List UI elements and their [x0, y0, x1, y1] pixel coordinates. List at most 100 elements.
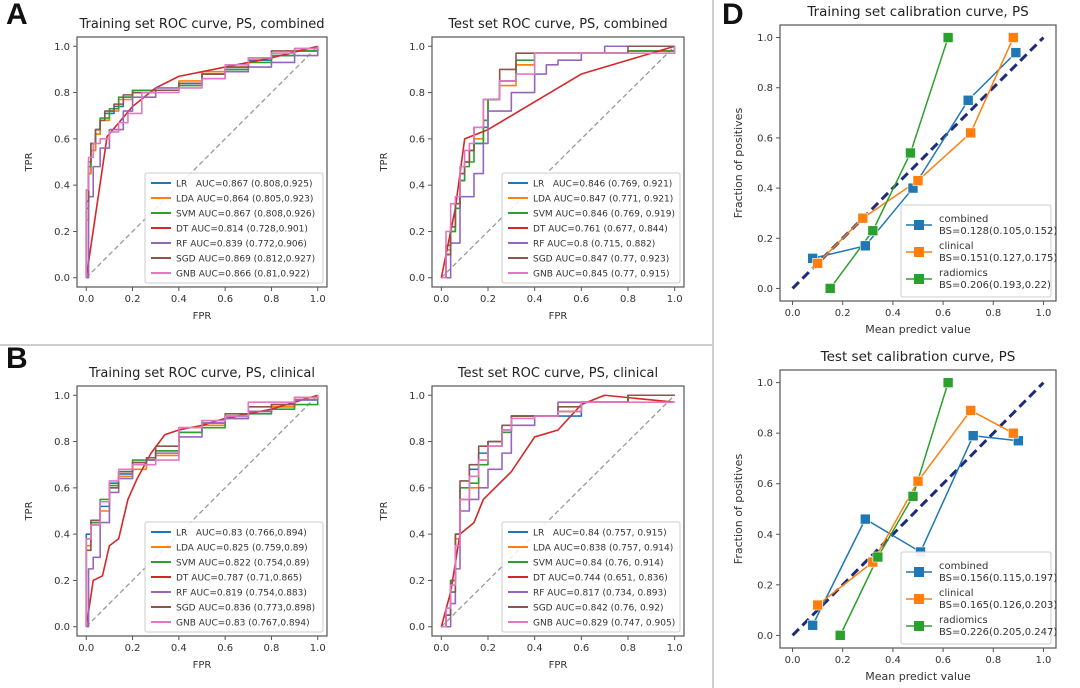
- x-tick-label: 0.0: [433, 643, 449, 654]
- y-tick-label: 0.0: [54, 622, 70, 633]
- calibration-marker-radiomics: [905, 147, 916, 159]
- chart-title: Training set ROC curve, PS, clinical: [88, 366, 315, 381]
- chart-title: Training set calibration curve, PS: [806, 4, 1028, 20]
- legend-label-sgd: SGD AUC=0.836 (0.773,0.898): [176, 604, 315, 614]
- x-tick-label: 0.2: [480, 643, 496, 654]
- chart-cal-test: Test set calibration curve, PS 0.0 0.0 0.2 0…: [732, 349, 1057, 683]
- roc-curve-gnb: [85, 46, 319, 278]
- y-axis-label: TPR: [379, 152, 390, 172]
- y-tick-label: 0.6: [409, 134, 425, 145]
- x-axis-label: FPR: [549, 311, 568, 322]
- y-tick-label: 0.2: [409, 227, 425, 238]
- x-tick-label: 0.0: [78, 294, 94, 305]
- x-axis-label: FPR: [193, 660, 212, 671]
- y-tick-label: 1.0: [757, 378, 773, 389]
- calibration-marker-clinical: [812, 258, 823, 269]
- calibration-marker-clinical: [857, 212, 869, 224]
- legend-label-lr: LR AUC=0.83 (0.766,0.894): [176, 529, 307, 539]
- calibration-marker-clinical: [965, 127, 976, 139]
- y-tick-label: 0.2: [54, 227, 70, 238]
- y-tick-label: 0.6: [54, 483, 70, 494]
- legend-label-svm: SVM AUC=0.822 (0.754,0.89): [176, 559, 309, 569]
- legend-label-rf: RF AUC=0.839 (0.772,0.906): [176, 240, 307, 250]
- y-tick-label: 0.4: [409, 530, 425, 541]
- x-tick-label: 0.0: [78, 643, 94, 654]
- calibration-marker-combined: [967, 430, 979, 442]
- legend-box: [900, 204, 1052, 298]
- chart-cal-train: Training set calibration curve, PS 0.0 0.0…: [732, 4, 1057, 336]
- y-tick-label: 1.0: [757, 33, 773, 44]
- roc-curve-dt: [85, 394, 318, 627]
- legend: LR AUC=0.867 (0.808,0.925) LDA AUC=0.864 …: [144, 172, 324, 284]
- calibration-marker-radiomics: [824, 283, 836, 294]
- legend-name-radiomics: radiomics: [939, 268, 988, 279]
- x-tick-label: 0.0: [433, 294, 449, 305]
- x-tick-label: 1.0: [310, 294, 326, 305]
- calibration-marker-radiomics: [872, 551, 884, 563]
- plot-frame: [76, 36, 328, 288]
- x-tick-label: 0.8: [620, 643, 636, 654]
- x-tick-label: 0.4: [885, 308, 901, 319]
- y-tick-label: 1.0: [409, 391, 425, 402]
- legend-brier-combined: BS=0.156(0.115,0.197): [939, 573, 1057, 584]
- x-tick-label: 0.2: [835, 655, 851, 666]
- x-axis-label: Mean predict value: [865, 670, 971, 683]
- x-axis-label: FPR: [193, 311, 212, 322]
- x-tick-label: 0.0: [785, 308, 801, 319]
- legend-name-clinical: clinical: [939, 588, 974, 599]
- legend-label-lda: LDA AUC=0.825 (0.759,0.89): [176, 544, 308, 554]
- y-tick-label: 0.8: [54, 88, 70, 99]
- x-tick-label: 0.8: [985, 308, 1001, 319]
- roc-curve-gnb: [441, 401, 675, 628]
- x-tick-label: 1.0: [667, 643, 683, 654]
- legend-brier-radiomics: BS=0.206(0.193,0.22): [939, 280, 1051, 291]
- legend-brier-radiomics: BS=0.226(0.205,0.247): [939, 627, 1057, 638]
- roc-curve-rf: [86, 46, 319, 279]
- y-tick-label: 0.4: [757, 184, 773, 195]
- legend-brier-clinical: BS=0.151(0.127,0.175): [939, 253, 1057, 264]
- y-tick-label: 0.8: [409, 88, 425, 99]
- plot-area: [85, 394, 319, 628]
- x-tick-label: 0.4: [171, 294, 187, 305]
- x-tick-label: 0.2: [125, 294, 141, 305]
- panel-label-a: A: [6, 0, 28, 31]
- legend-swatch-marker-combined: [914, 220, 924, 230]
- plot-area: [85, 45, 319, 279]
- y-axis-label: TPR: [24, 501, 35, 521]
- perfect-calibration-diagonal: [791, 381, 1045, 637]
- legend-name-clinical: clinical: [939, 241, 974, 252]
- chart-title: Test set ROC curve, PS, clinical: [457, 366, 658, 381]
- chart-roc-train-clinical: Training set ROC curve, PS, clinical 0.0 0…: [24, 366, 328, 671]
- roc-curve-gnb: [85, 395, 319, 627]
- plot-frame: [779, 369, 1057, 649]
- legend-name-combined: combined: [939, 561, 988, 572]
- legend-label-dt: DT AUC=0.744 (0.651, 0.836): [533, 574, 668, 584]
- y-tick-label: 0.0: [409, 273, 425, 284]
- x-tick-label: 0.8: [620, 294, 636, 305]
- chart-roc-test-clinical: Test set ROC curve, PS, clinical 0.0 0.0 0.…: [379, 366, 685, 671]
- y-tick-label: 0.8: [757, 83, 773, 94]
- chart-title: Test set calibration curve, PS: [820, 349, 1016, 365]
- y-tick-label: 0.6: [757, 479, 773, 490]
- y-tick-label: 0.0: [757, 631, 773, 642]
- panel-label-d: D: [722, 0, 744, 31]
- x-tick-label: 0.6: [217, 294, 233, 305]
- x-tick-label: 0.2: [835, 308, 851, 319]
- legend-label-sgd: SGD AUC=0.869 (0.812,0.927): [176, 255, 315, 265]
- calibration-marker-radiomics: [867, 225, 879, 237]
- legend-label-dt: DT AUC=0.761 (0.677, 0.844): [533, 225, 668, 235]
- legend-brier-clinical: BS=0.165(0.126,0.203): [939, 600, 1057, 611]
- x-axis-label: FPR: [549, 660, 568, 671]
- y-tick-label: 0.0: [409, 622, 425, 633]
- legend-brier-combined: BS=0.128(0.105,0.152): [939, 226, 1057, 237]
- y-axis-label: Fraction of positives: [732, 108, 745, 219]
- calibration-marker-clinical: [812, 599, 823, 611]
- chance-diagonal: [440, 394, 676, 628]
- legend-label-gnb: GNB AUC=0.829 (0.747, 0.905): [533, 619, 675, 629]
- calibration-marker-combined: [1010, 47, 1022, 58]
- legend-label-lr: LR AUC=0.867 (0.808,0.925): [176, 180, 312, 190]
- x-tick-label: 1.0: [667, 294, 683, 305]
- legend-swatch-marker-clinical: [914, 594, 924, 604]
- legend-label-sgd: SGD AUC=0.842 (0.76, 0.92): [533, 604, 664, 614]
